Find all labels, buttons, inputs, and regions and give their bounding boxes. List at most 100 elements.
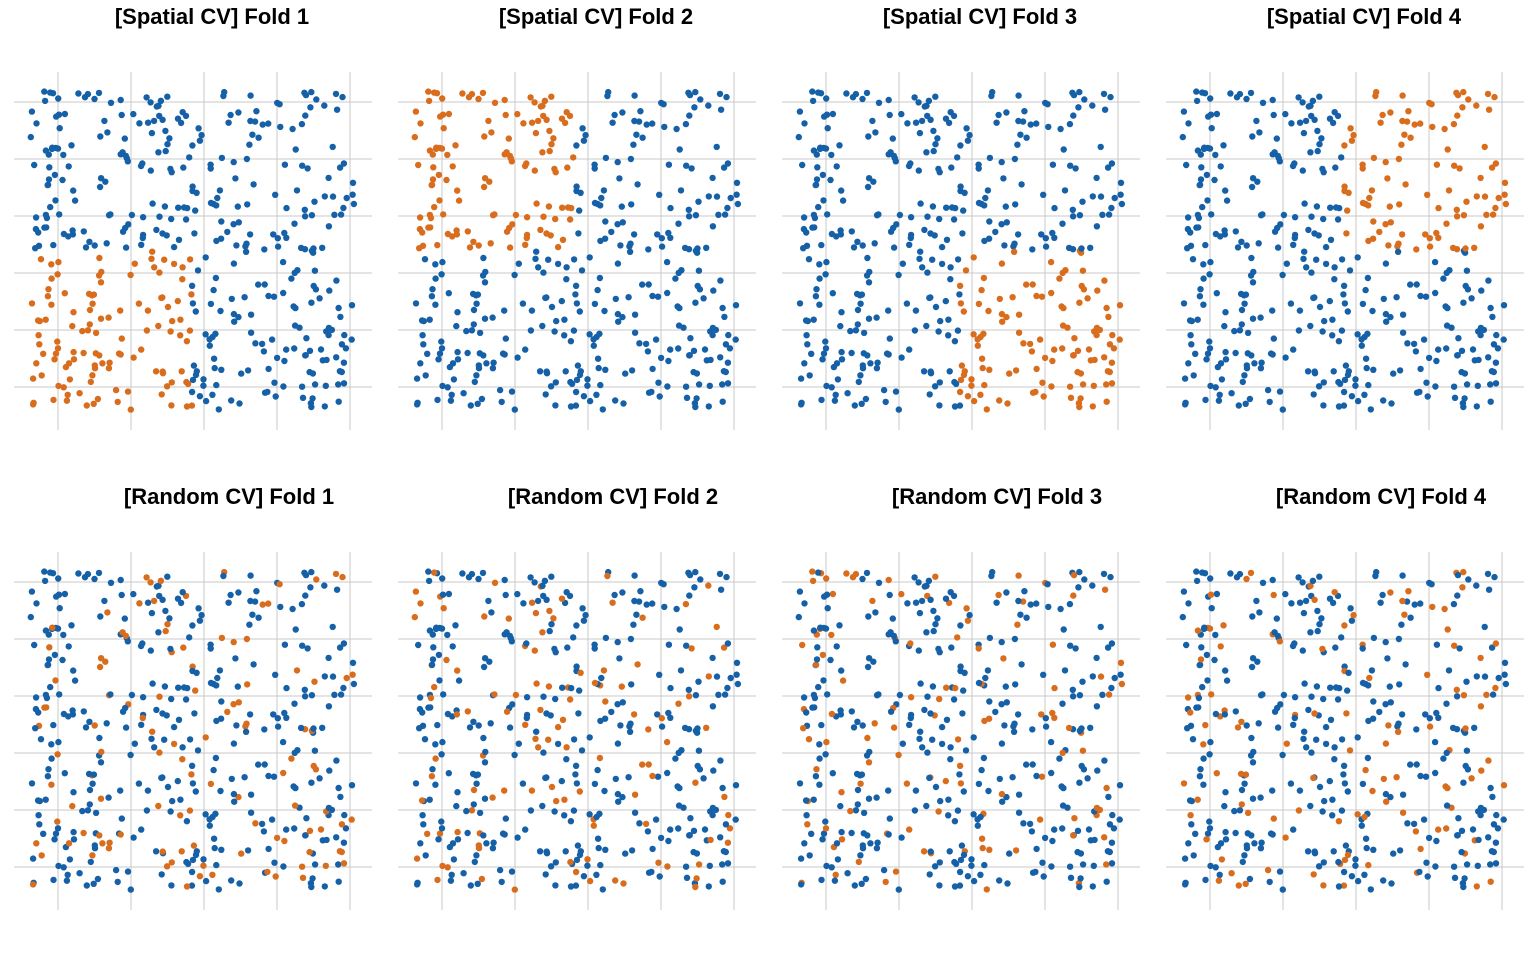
training-point bbox=[311, 381, 319, 388]
training-point bbox=[1217, 360, 1225, 367]
training-point bbox=[1066, 863, 1074, 870]
training-point bbox=[812, 181, 820, 188]
training-point bbox=[1106, 848, 1113, 856]
training-point bbox=[720, 164, 728, 171]
training-point bbox=[1249, 795, 1257, 802]
training-point bbox=[661, 123, 668, 131]
test-point bbox=[180, 644, 187, 651]
training-point bbox=[631, 92, 638, 99]
training-point bbox=[1463, 747, 1471, 754]
training-point bbox=[455, 677, 463, 684]
training-point bbox=[721, 691, 729, 698]
test-point bbox=[1070, 571, 1078, 579]
test-point bbox=[545, 683, 553, 690]
training-point bbox=[438, 751, 445, 758]
training-point bbox=[1440, 275, 1447, 282]
training-point bbox=[55, 575, 62, 582]
training-point bbox=[1329, 812, 1336, 819]
training-point bbox=[232, 175, 239, 182]
training-point bbox=[850, 244, 858, 251]
training-point bbox=[540, 749, 547, 756]
training-point bbox=[79, 807, 86, 815]
training-point bbox=[84, 807, 92, 814]
training-point bbox=[938, 260, 946, 268]
test-point bbox=[1382, 221, 1389, 228]
training-point bbox=[709, 324, 717, 332]
training-point bbox=[584, 376, 591, 383]
training-point bbox=[616, 655, 623, 662]
test-point bbox=[695, 861, 703, 868]
test-point bbox=[685, 693, 693, 700]
training-point bbox=[1179, 133, 1186, 141]
training-point bbox=[1487, 304, 1494, 312]
test-point bbox=[534, 117, 542, 125]
test-point bbox=[470, 786, 478, 794]
test-point bbox=[550, 135, 557, 142]
test-point bbox=[1393, 774, 1400, 781]
test-point bbox=[491, 691, 498, 698]
training-point bbox=[917, 200, 924, 207]
training-point bbox=[321, 102, 328, 109]
test-point bbox=[1270, 591, 1277, 599]
training-point bbox=[463, 327, 470, 335]
training-point bbox=[439, 591, 447, 598]
test-point bbox=[812, 661, 820, 668]
training-point bbox=[97, 613, 104, 620]
training-point bbox=[1023, 761, 1030, 768]
test-point bbox=[243, 635, 251, 643]
training-point bbox=[597, 237, 604, 245]
training-point bbox=[304, 165, 311, 172]
training-point bbox=[700, 775, 707, 782]
training-point bbox=[1222, 828, 1229, 836]
training-point bbox=[321, 403, 328, 410]
training-point bbox=[918, 117, 926, 125]
training-point bbox=[947, 276, 954, 283]
training-point bbox=[597, 717, 604, 725]
training-point bbox=[869, 117, 876, 125]
training-point bbox=[202, 877, 210, 885]
training-point bbox=[1276, 868, 1284, 875]
training-point bbox=[528, 307, 536, 314]
training-point bbox=[127, 751, 134, 759]
training-point bbox=[932, 93, 939, 100]
training-point bbox=[923, 102, 930, 110]
training-point bbox=[961, 189, 968, 196]
test-point bbox=[42, 316, 49, 323]
test-point bbox=[570, 154, 577, 161]
training-point bbox=[159, 710, 166, 717]
training-point bbox=[71, 677, 79, 684]
training-point bbox=[1291, 640, 1298, 647]
training-point bbox=[43, 224, 50, 231]
training-point bbox=[1477, 324, 1485, 332]
training-point bbox=[986, 634, 994, 642]
training-point bbox=[992, 228, 999, 236]
training-point bbox=[56, 605, 63, 612]
test-point bbox=[322, 862, 329, 869]
training-point bbox=[206, 822, 213, 829]
training-point bbox=[625, 294, 632, 301]
training-point bbox=[68, 622, 75, 629]
training-point bbox=[297, 244, 305, 252]
training-point bbox=[927, 230, 934, 237]
training-point bbox=[27, 613, 34, 621]
test-point bbox=[1000, 655, 1007, 662]
training-point bbox=[198, 131, 205, 139]
test-point bbox=[1451, 162, 1458, 169]
test-point bbox=[682, 600, 690, 608]
training-point bbox=[796, 108, 804, 115]
training-point bbox=[570, 736, 578, 743]
training-point bbox=[531, 579, 538, 586]
test-point bbox=[523, 160, 530, 167]
training-point bbox=[1203, 356, 1210, 363]
training-point bbox=[685, 206, 692, 213]
test-point bbox=[147, 579, 154, 586]
test-point bbox=[139, 714, 146, 722]
training-point bbox=[308, 692, 316, 699]
training-point bbox=[454, 309, 461, 316]
training-point bbox=[1195, 224, 1202, 231]
training-point bbox=[335, 304, 342, 312]
test-point bbox=[829, 590, 837, 598]
training-point bbox=[1015, 791, 1023, 798]
training-point bbox=[932, 141, 939, 148]
test-point bbox=[964, 617, 972, 624]
